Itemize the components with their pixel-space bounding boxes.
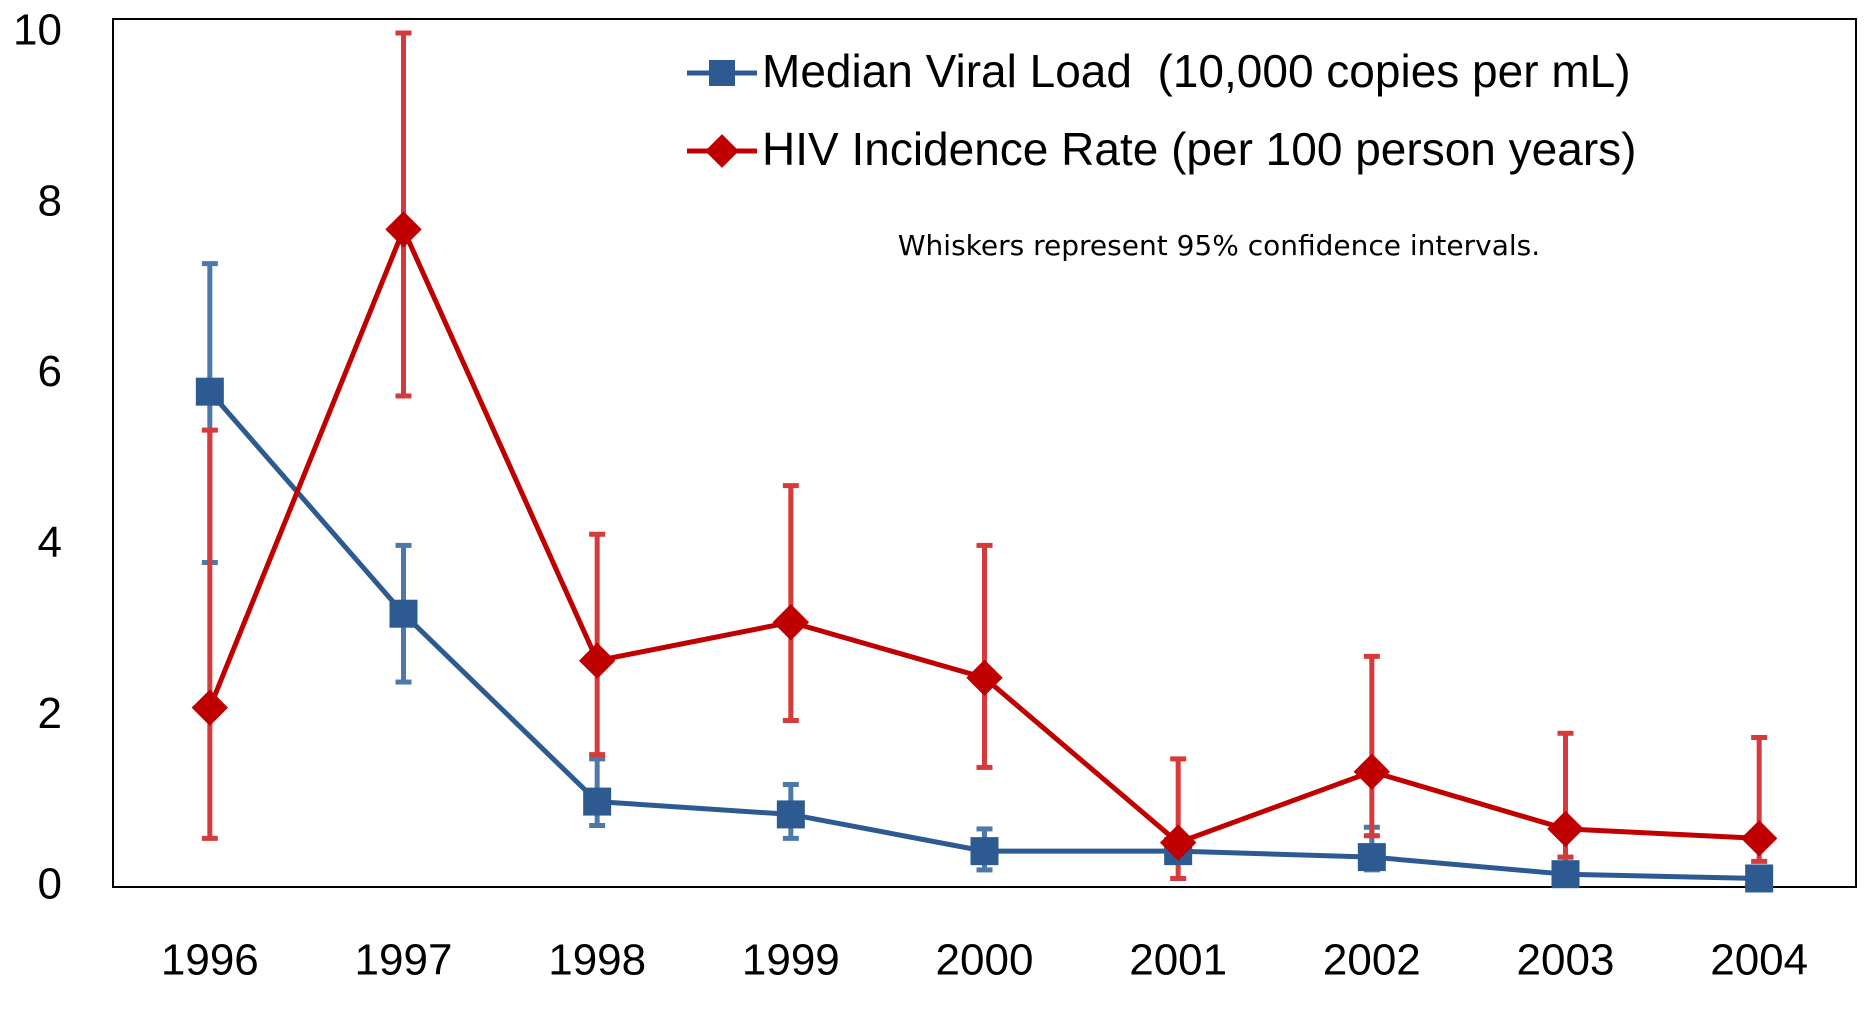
legend-marker [709, 60, 735, 86]
y-tick-label: 6 [38, 347, 62, 396]
x-tick-label: 2004 [1710, 936, 1808, 985]
marker [385, 211, 422, 248]
x-tick-label: 2002 [1323, 936, 1421, 985]
x-tick-label: 2001 [1129, 936, 1227, 985]
error-bar [782, 483, 799, 723]
marker [583, 787, 612, 816]
marker [195, 377, 224, 406]
marker [389, 599, 418, 628]
legend-marker [705, 134, 739, 168]
y-tick-label: 2 [38, 689, 62, 738]
y-tick-label: 10 [13, 6, 62, 55]
marker [1551, 860, 1580, 889]
marker [191, 689, 229, 726]
x-tick-label: 2000 [936, 936, 1034, 985]
marker [970, 837, 999, 866]
error-bar [1363, 653, 1380, 839]
annotation: Whiskers represent 95% confidence interv… [898, 229, 1540, 262]
legend-label: HIV Incidence Rate (per 100 person years… [762, 123, 1636, 175]
marker [1357, 843, 1386, 872]
marker [578, 642, 616, 679]
y-tick-label: 8 [38, 176, 62, 225]
marker [1740, 820, 1778, 857]
marker [776, 800, 805, 829]
y-tick-label: 0 [38, 860, 62, 909]
legend-label: Median Viral Load (10,000 copies per mL) [762, 45, 1631, 97]
marker [1745, 864, 1774, 893]
error-bar [976, 542, 993, 770]
marker [1353, 753, 1391, 790]
plot-frame [112, 18, 1857, 888]
x-tick-label: 2003 [1517, 936, 1615, 985]
marker [1547, 810, 1584, 848]
x-tick-label: 1999 [742, 936, 840, 985]
marker [966, 659, 1003, 696]
marker [772, 604, 810, 641]
x-tick-label: 1997 [355, 936, 453, 985]
error-bar [201, 427, 218, 841]
marker [1159, 824, 1197, 861]
x-tick-label: 1998 [548, 936, 646, 985]
y-tick-label: 4 [38, 518, 62, 567]
x-tick-label: 1996 [161, 936, 259, 985]
